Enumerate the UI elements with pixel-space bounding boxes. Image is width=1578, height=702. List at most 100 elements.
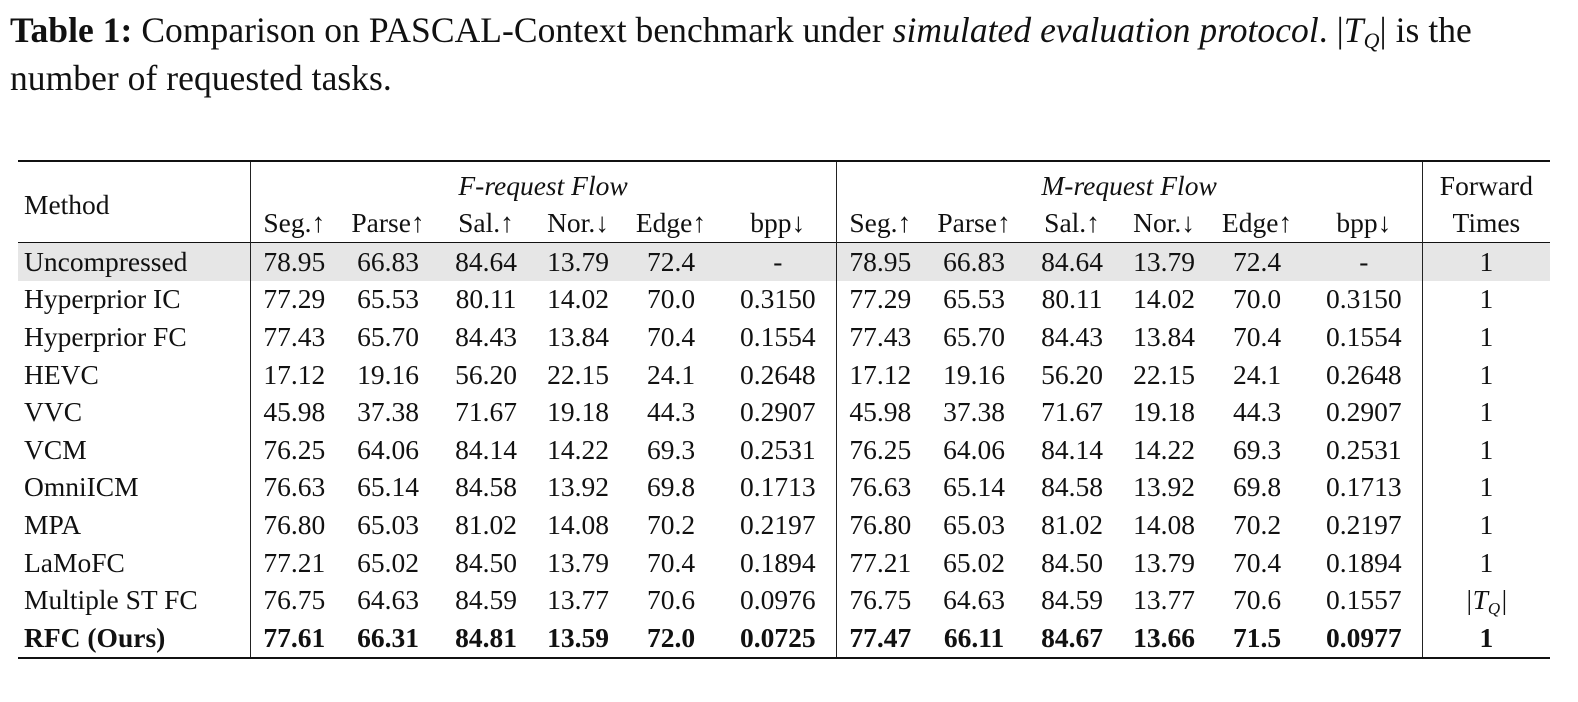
value-cell-f-5: 0.2197: [720, 506, 837, 544]
value-cell-f-0: 76.75: [263, 584, 326, 616]
value-cell-f-2: 71.67: [455, 396, 517, 428]
caption-text-after: is the number of requested tasks.: [10, 10, 1472, 98]
value-cell-m-2: 80.11: [1041, 283, 1103, 315]
caption-italic-phrase: simulated evaluation protocol: [892, 10, 1319, 50]
forward-times-cell: |TQ|: [1465, 584, 1508, 619]
forward-times-cell: 1: [1479, 358, 1494, 390]
value-cell-m-3: 13.66: [1120, 618, 1209, 659]
value-cell-f-4: 44.3: [646, 396, 696, 428]
value-cell-m-1: 66.83: [924, 241, 1025, 281]
value-cell-m-5: 0.1894: [1306, 543, 1423, 582]
value-cell-f-5: 0.1554: [720, 318, 837, 356]
value-cell-m-0: 76.80: [849, 508, 912, 540]
value-cell-m-0: 77.29: [849, 283, 912, 315]
value-cell-f-5: 0.3150: [720, 280, 837, 319]
value-cell-f-4: 24.1: [646, 358, 696, 390]
method-cell: LaMoFC: [18, 543, 251, 582]
table-row: VVC 45.98 37.38 71.67 19.18 44.3 0.2907 45.98 37…: [18, 393, 1550, 431]
value-cell-f-1: 65.03: [357, 508, 419, 540]
forward-times-cell: 1: [1422, 241, 1551, 281]
column-header-m-3: Nor.↓: [1133, 207, 1195, 238]
value-cell-f-1: 64.06: [357, 433, 419, 465]
forward-header-line2: Times: [1452, 207, 1521, 238]
method-cell: OmniICM: [18, 468, 251, 507]
value-cell-m-2: 71.67: [1041, 396, 1103, 428]
value-cell-m-5: 0.1557: [1306, 581, 1423, 619]
caption-label: Table 1:: [10, 10, 133, 50]
value-cell-f-2: 84.14: [455, 433, 517, 465]
value-cell-f-1: 66.31: [338, 618, 438, 659]
value-cell-m-4: 70.6: [1232, 584, 1282, 616]
value-cell-m-0: 76.75: [849, 584, 912, 616]
value-cell-f-5: 0.0725: [720, 618, 837, 659]
value-cell-f-1: 65.14: [357, 471, 419, 503]
value-cell-f-0: 78.95: [250, 241, 338, 281]
value-cell-m-4: 70.4: [1232, 320, 1282, 352]
value-cell-m-1: 37.38: [943, 396, 1005, 428]
value-cell-m-0: 45.98: [849, 396, 912, 428]
column-header-f-3: Nor.↓: [547, 207, 609, 238]
value-cell-m-1: 64.06: [943, 433, 1005, 465]
value-cell-f-4: 70.4: [646, 546, 696, 578]
value-cell-f-1: 65.70: [357, 320, 419, 352]
column-header-m-2: Sal.↑: [1044, 207, 1100, 238]
value-cell-f-5: 0.1713: [720, 468, 837, 507]
value-cell-m-3: 19.18: [1133, 396, 1195, 428]
value-cell-m-5: 0.2531: [1306, 430, 1423, 469]
value-cell-f-3: 13.59: [534, 618, 622, 659]
forward-times-cell: 1: [1479, 546, 1494, 578]
table-row: OmniICM 76.63 65.14 84.58 13.92 69.8 0.1713 76.…: [18, 468, 1550, 507]
value-cell-m-3: 14.08: [1133, 508, 1195, 540]
value-cell-f-2: 56.20: [455, 358, 517, 390]
forward-header-line1: Forward: [1422, 160, 1551, 204]
table-row: LaMoFC 77.21 65.02 84.50 13.79 70.4 0.1894 77.2…: [18, 543, 1550, 582]
value-cell-f-0: 77.29: [263, 283, 326, 315]
value-cell-f-5: 0.2907: [720, 393, 837, 431]
forward-times-cell: 1: [1479, 508, 1494, 540]
value-cell-m-1: 65.70: [943, 320, 1005, 352]
value-cell-f-4: 70.6: [646, 584, 696, 616]
method-cell: Hyperprior FC: [18, 318, 251, 356]
value-cell-f-5: 0.2648: [720, 355, 837, 394]
value-cell-f-1: 66.83: [338, 241, 438, 281]
value-cell-f-0: 76.63: [263, 471, 326, 503]
column-header-m-5: bpp↓: [1306, 204, 1423, 243]
value-cell-f-5: 0.1894: [720, 543, 837, 582]
column-header-f-5: bpp↓: [720, 204, 837, 243]
value-cell-f-2: 84.43: [455, 320, 517, 352]
table-row: Hyperprior IC 77.29 65.53 80.11 14.02 70.0 0.3…: [18, 280, 1550, 319]
value-cell-m-1: 65.53: [943, 283, 1005, 315]
method-cell: Multiple ST FC: [18, 581, 251, 619]
value-cell-m-2: 84.64: [1024, 241, 1121, 281]
table-row: VCM 76.25 64.06 84.14 14.22 69.3 0.2531 76.25 64…: [18, 430, 1550, 469]
value-cell-f-4: 70.0: [646, 283, 696, 315]
forward-times-cell: 1: [1479, 396, 1494, 428]
value-cell-m-3: 14.02: [1133, 283, 1195, 315]
group-header-m: M-request Flow: [836, 160, 1423, 204]
value-cell-m-0: 76.63: [849, 471, 912, 503]
value-cell-m-5: 0.1554: [1306, 318, 1423, 356]
value-cell-m-2: 56.20: [1041, 358, 1103, 390]
column-header-m-1: Parse↑: [937, 207, 1011, 238]
value-cell-f-3: 19.18: [547, 396, 609, 428]
method-cell: VVC: [18, 393, 251, 431]
method-cell: Uncompressed: [18, 241, 251, 281]
value-cell-m-2: 84.67: [1024, 618, 1121, 659]
value-cell-m-2: 84.58: [1041, 471, 1103, 503]
method-cell: MPA: [18, 506, 251, 544]
value-cell-f-1: 65.02: [357, 546, 419, 578]
value-cell-f-4: 70.4: [646, 320, 696, 352]
value-cell-f-4: 69.8: [646, 471, 696, 503]
caption-symbol: |TQ|: [1336, 10, 1387, 53]
value-cell-m-4: 70.2: [1232, 508, 1282, 540]
value-cell-m-2: 84.14: [1041, 433, 1103, 465]
value-cell-f-2: 84.58: [455, 471, 517, 503]
value-cell-m-2: 81.02: [1041, 508, 1103, 540]
method-cell: HEVC: [18, 355, 251, 394]
forward-times-cell: 1: [1479, 320, 1494, 352]
value-cell-f-3: 13.79: [547, 546, 609, 578]
value-cell-f-4: 70.2: [646, 508, 696, 540]
value-cell-f-3: 14.22: [547, 433, 609, 465]
value-cell-f-0: 76.80: [263, 508, 326, 540]
value-cell-m-4: 44.3: [1232, 396, 1282, 428]
